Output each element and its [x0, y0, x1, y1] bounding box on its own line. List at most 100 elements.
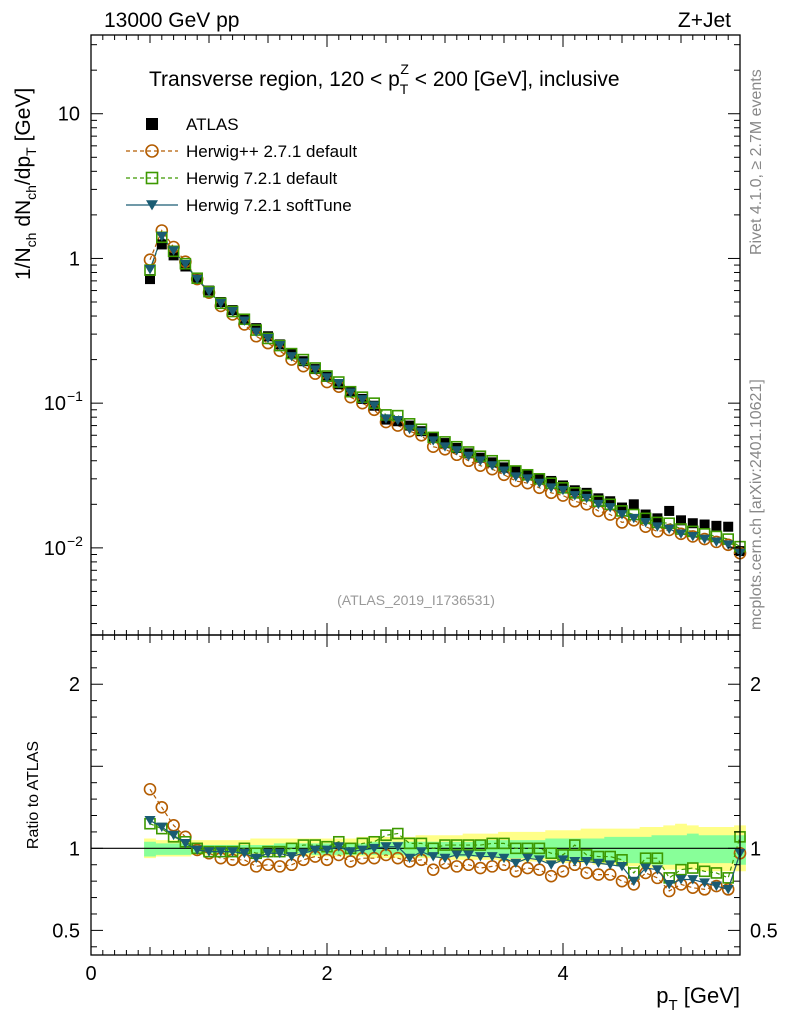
- ratio-point-s0-34: [544, 869, 558, 883]
- ratio-point-s2-38: [592, 858, 604, 869]
- main-point-s0-42: [640, 509, 651, 520]
- ratio-point-s2-35: [557, 855, 569, 865]
- ratio-point-s2-22: [404, 853, 416, 864]
- header-right: Z+Jet: [678, 9, 731, 32]
- plot-title-suffix: < 200 [GeV], inclusive: [409, 68, 620, 91]
- main-point-s3-45: [675, 529, 687, 539]
- ratio-point-s2-0: [144, 816, 156, 826]
- ratio-point-s2-45: [675, 875, 687, 885]
- main-point-s3-8: [238, 316, 250, 326]
- ratio-point-s0-11: [273, 860, 287, 873]
- ratio-point-s2-5: [203, 847, 215, 857]
- main-point-s2-5: [203, 285, 215, 298]
- ratio-point-s2-3: [179, 839, 191, 849]
- ratio-point-s0-0: [143, 782, 157, 796]
- main-point-s0-38: [593, 493, 604, 504]
- ratio-ytick-label-right-2: 0.5: [750, 920, 778, 942]
- main-point-s3-18: [356, 395, 368, 405]
- main-point-s2-6: [215, 297, 227, 310]
- ratio-point-s2-9: [250, 853, 262, 864]
- main-ylabel-7: [GeV]: [12, 88, 35, 148]
- main-point-s2-11: [273, 339, 286, 352]
- ratio-ytick-label-right-1: 1: [750, 838, 761, 860]
- ratio-point-s2-25: [439, 853, 451, 864]
- legend: ATLAS Herwig++ 2.7.1 default Herwig 7.2.1 …: [126, 115, 357, 215]
- main-point-s2-7: [226, 305, 239, 318]
- xlabel: pT [GeV]: [656, 983, 740, 1014]
- main-point-s3-5: [203, 287, 215, 297]
- ratio-point-s2-40: [616, 861, 628, 872]
- xlabel-main: p: [656, 983, 668, 1008]
- main-point-s0-34: [546, 475, 557, 486]
- legend-marker-3: [146, 200, 158, 211]
- main-ylabel-2: ch: [23, 233, 39, 248]
- ratio-point-s1-29: [486, 837, 499, 850]
- ratio-point-s2-41: [628, 876, 640, 887]
- main-point-s3-4: [191, 274, 203, 285]
- main-point-s3-39: [604, 503, 616, 513]
- ratio-point-s1-45: [675, 863, 687, 876]
- ratio-point-s2-20: [380, 842, 392, 852]
- main-point-s0-48: [711, 520, 722, 531]
- main-point-s3-29: [486, 461, 498, 471]
- plot-title-sup: Z: [400, 61, 409, 77]
- main-ytick-label-exp-3: −2: [67, 533, 83, 549]
- main-point-s3-17: [345, 388, 357, 398]
- main-point-s3-19: [368, 401, 380, 411]
- ratio-point-s2-12: [286, 852, 298, 862]
- ratio-point-s2-29: [486, 852, 498, 862]
- main-point-s3-44: [663, 524, 675, 534]
- ratio-point-s2-6: [215, 847, 227, 857]
- main-point-s3-27: [463, 451, 475, 462]
- main-ytick-label-1: 1: [69, 248, 80, 270]
- main-point-s3-11: [274, 341, 286, 351]
- main-plot-layer: [143, 224, 747, 560]
- ratio-point-s0-21: [391, 851, 405, 865]
- ratio-point-s2-30: [498, 853, 510, 864]
- ratio-point-s2-46: [687, 875, 699, 885]
- ratio-point-s2-10: [262, 848, 274, 859]
- main-point-s3-20: [380, 414, 392, 424]
- main-point-s3-23: [415, 427, 427, 438]
- main-point-s3-24: [427, 436, 439, 446]
- ratio-point-s2-44: [663, 880, 675, 890]
- main-point-s0-43: [652, 513, 663, 524]
- main-point-s3-43: [651, 522, 663, 532]
- main-ytick-label-3: 10: [44, 538, 66, 560]
- main-point-s3-16: [333, 378, 345, 389]
- ratio-point-s2-48: [710, 881, 722, 892]
- ratio-point-s2-8: [238, 848, 250, 859]
- ratio-point-s2-27: [463, 850, 475, 860]
- ratio-frame: [90, 634, 741, 956]
- ratio-point-s2-47: [699, 878, 711, 888]
- legend-label-0: ATLAS: [186, 115, 239, 134]
- main-point-s3-37: [581, 493, 593, 504]
- ratio-point-s2-14: [309, 845, 321, 855]
- main-point-s3-47: [699, 534, 711, 545]
- ratio-ytick-label-left-2: 0.5: [52, 920, 80, 942]
- ratio-point-s1-48: [710, 867, 723, 879]
- main-point-s0-46: [687, 518, 698, 529]
- ratio-point-s2-49: [722, 884, 734, 895]
- ratio-point-s1-43: [651, 852, 664, 864]
- header-left: 13000 GeV pp: [104, 9, 239, 32]
- main-ylabel-5: /dp: [12, 156, 35, 185]
- ratio-point-s1-28: [474, 839, 487, 851]
- ratio-point-s1-25: [439, 839, 451, 851]
- main-point-s3-9: [250, 327, 262, 338]
- ratio-point-s2-21: [392, 842, 404, 852]
- ratio-point-s1-30: [498, 837, 510, 850]
- ratio-point-s0-49: [721, 883, 735, 896]
- ratio-point-s0-37: [580, 866, 593, 880]
- main-point-s3-10: [262, 334, 274, 344]
- ratio-point-s1-26: [450, 839, 463, 851]
- main-point-s3-1: [156, 232, 168, 242]
- ratio-point-s2-43: [651, 865, 663, 875]
- ratio-point-s1-27: [462, 839, 475, 851]
- main-point-s0-31: [510, 465, 521, 476]
- main-point-s0-49: [723, 521, 734, 532]
- ratio-point-s0-48: [710, 879, 723, 893]
- main-point-s3-32: [522, 474, 534, 484]
- plot-title-sub: T: [400, 81, 409, 97]
- main-point-s0-35: [558, 480, 568, 491]
